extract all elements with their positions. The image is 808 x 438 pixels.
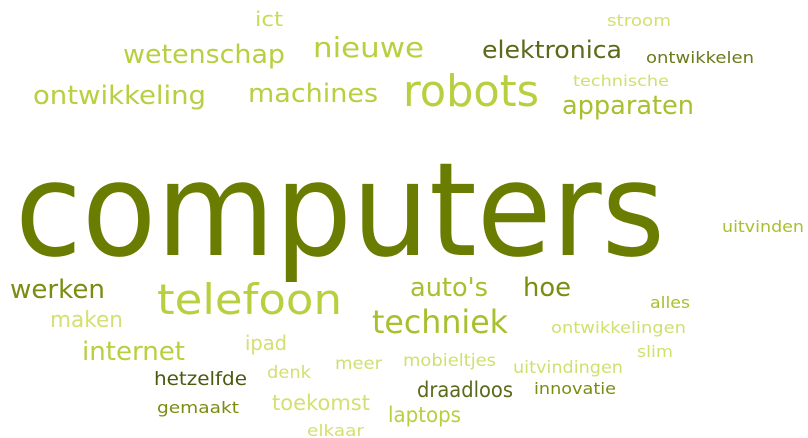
word: computers — [15, 134, 665, 286]
word: draadloos — [417, 378, 513, 402]
word: slim — [637, 342, 673, 361]
word: elektronica — [482, 36, 622, 64]
word: werken — [10, 275, 105, 305]
word: wetenschap — [123, 40, 285, 70]
word: ipad — [245, 331, 287, 355]
word: hoe — [523, 273, 571, 303]
word: ontwikkeling — [33, 81, 206, 111]
word: gemaakt — [157, 398, 239, 417]
word: ict — [255, 7, 283, 31]
word: auto's — [410, 273, 488, 303]
word: innovatie — [534, 379, 616, 398]
word: nieuwe — [313, 31, 424, 64]
word: laptops — [388, 403, 461, 427]
word: technische — [573, 72, 669, 90]
word: toekomst — [272, 391, 370, 415]
word: denk — [267, 363, 311, 383]
word: stroom — [607, 11, 671, 30]
word: robots — [403, 66, 539, 117]
word: meer — [335, 354, 382, 374]
word: alles — [650, 293, 690, 312]
word: telefoon — [157, 275, 342, 324]
word: uitvinden — [722, 217, 804, 236]
word: techniek — [372, 303, 508, 341]
word: hetzelfde — [154, 368, 247, 390]
word: maken — [50, 308, 123, 333]
word: apparaten — [562, 91, 694, 121]
word: elkaar — [307, 421, 364, 438]
word: ontwikkelen — [646, 48, 754, 67]
word: uitvindingen — [513, 358, 623, 378]
word: ontwikkelingen — [551, 318, 686, 337]
word: internet — [82, 337, 185, 367]
word: mobieltjes — [403, 351, 496, 371]
word: machines — [248, 79, 378, 109]
